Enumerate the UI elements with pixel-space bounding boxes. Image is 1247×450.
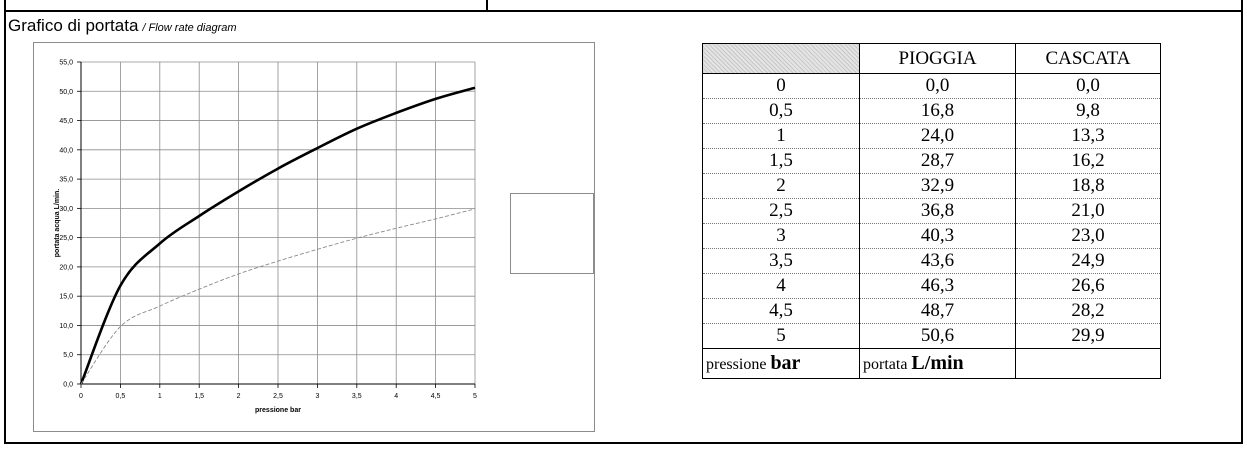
y-tick-label: 20,0: [59, 264, 73, 271]
table-cell: 26,6: [1015, 273, 1161, 299]
table-cell: 21,0: [1015, 198, 1161, 224]
table-cell: 3: [702, 223, 860, 249]
table-cell: 43,6: [859, 248, 1016, 274]
top-frame-divider: [486, 0, 488, 12]
y-axis-label: portata acqua L/min.: [54, 189, 61, 258]
table-row: 1,5 28,7 16,2: [702, 148, 1161, 174]
footer-flow-prefix: portata: [863, 356, 908, 373]
y-tick-label: 55,0: [59, 60, 73, 67]
table-cell: 0,0: [1015, 73, 1161, 99]
x-tick-label: 4,5: [431, 393, 441, 400]
heading-title: Grafico di portata: [8, 16, 139, 35]
table-cell: 18,8: [1015, 173, 1161, 199]
table-cell: 32,9: [859, 173, 1016, 199]
y-tick-label: 0,0: [63, 382, 73, 389]
table-row: 4 46,3 26,6: [702, 273, 1161, 299]
table-row: 2 32,9 18,8: [702, 173, 1161, 199]
x-tick-label: 4: [394, 393, 398, 400]
table-cell: 48,7: [859, 298, 1016, 324]
table-cell: 40,3: [859, 223, 1016, 249]
table-cell: 28,2: [1015, 298, 1161, 324]
flow-rate-table: PIOGGIA CASCATA 0 0,0 0,0 0,5 16,8 9,8 1 24,0 13,3…: [702, 43, 1161, 379]
table-cell: 2,5: [702, 198, 860, 224]
table-cell: 46,3: [859, 273, 1016, 299]
table-cell: 28,7: [859, 148, 1016, 174]
table-header-corner: [702, 43, 860, 74]
y-tick-label: 30,0: [59, 206, 73, 213]
table-cell: 23,0: [1015, 223, 1161, 249]
footer-flow-cell: portata L/min: [859, 348, 1016, 379]
table-row: 5 50,6 29,9: [702, 323, 1161, 349]
chart-legend: [510, 193, 594, 274]
x-tick-label: 0,5: [116, 393, 126, 400]
x-tick-label: 1,5: [194, 393, 204, 400]
x-tick-label: 2: [237, 393, 241, 400]
table-cell: 9,8: [1015, 98, 1161, 124]
x-tick-label: 3: [315, 393, 319, 400]
y-tick-label: 40,0: [59, 147, 73, 154]
y-tick-label: 25,0: [59, 235, 73, 242]
y-tick-label: 45,0: [59, 118, 73, 125]
table-cell: 1: [702, 123, 860, 149]
table-cell: 24,9: [1015, 248, 1161, 274]
table-header-cell: CASCATA: [1015, 43, 1161, 74]
flow-rate-panel: [4, 12, 1243, 444]
x-tick-label: 5: [473, 393, 477, 400]
table-cell: 0: [702, 73, 860, 99]
x-tick-label: 3,5: [352, 393, 362, 400]
table-cell: 2: [702, 173, 860, 199]
table-cell: 1,5: [702, 148, 860, 174]
y-tick-label: 35,0: [59, 177, 73, 184]
table-row: 4,5 48,7 28,2: [702, 298, 1161, 324]
x-tick-label: 2,5: [273, 393, 283, 400]
table-cell: 16,8: [859, 98, 1016, 124]
table-cell: 5: [702, 323, 860, 349]
table-footer-row: pressione bar portata L/min: [702, 348, 1161, 379]
y-tick-label: 10,0: [59, 323, 73, 330]
table-cell: 29,9: [1015, 323, 1161, 349]
x-tick-label: 1: [158, 393, 162, 400]
footer-flow-unit: L/min: [911, 352, 964, 374]
y-tick-label: 5,0: [63, 352, 73, 359]
y-tick-label: 50,0: [59, 89, 73, 96]
top-frame: [4, 0, 1243, 12]
table-cell: 13,3: [1015, 123, 1161, 149]
table-cell: 50,6: [859, 323, 1016, 349]
table-header-row: PIOGGIA CASCATA: [702, 43, 1161, 74]
table-cell: 24,0: [859, 123, 1016, 149]
chart-frame: [33, 42, 595, 432]
table-cell: 4: [702, 273, 860, 299]
footer-pressure-prefix: pressione: [706, 356, 767, 373]
table-header-cell: PIOGGIA: [859, 43, 1016, 74]
x-tick-label: 0: [79, 393, 83, 400]
y-tick-label: 15,0: [59, 294, 73, 301]
table-row: 3,5 43,6 24,9: [702, 248, 1161, 274]
footer-pressure-unit: bar: [770, 352, 801, 374]
series-line-cascata: [80, 208, 476, 385]
section-heading: Grafico di portata / Flow rate diagram: [8, 16, 237, 36]
table-cell: 36,8: [859, 198, 1016, 224]
heading-subtitle: / Flow rate diagram: [142, 22, 237, 34]
table-row: 0 0,0 0,0: [702, 73, 1161, 99]
table-cell: 16,2: [1015, 148, 1161, 174]
series-line-pioggia: [79, 86, 476, 385]
table-row: 3 40,3 23,0: [702, 223, 1161, 249]
table-cell: 4,5: [702, 298, 860, 324]
table-row: 0,5 16,8 9,8: [702, 98, 1161, 124]
table-cell: 0,5: [702, 98, 860, 124]
table-row: 1 24,0 13,3: [702, 123, 1161, 149]
table-cell: 3,5: [702, 248, 860, 274]
x-axis-label: pressione bar: [255, 407, 301, 414]
table-cell: 0,0: [859, 73, 1016, 99]
footer-empty-cell: [1015, 348, 1161, 379]
flow-rate-chart: 0 0,5 1 1,5 2 2,5 3 3,5 4 4,5 50,05,010,015,020,02…: [54, 60, 570, 415]
footer-pressure-cell: pressione bar: [702, 348, 860, 379]
table-row: 2,5 36,8 21,0: [702, 198, 1161, 224]
